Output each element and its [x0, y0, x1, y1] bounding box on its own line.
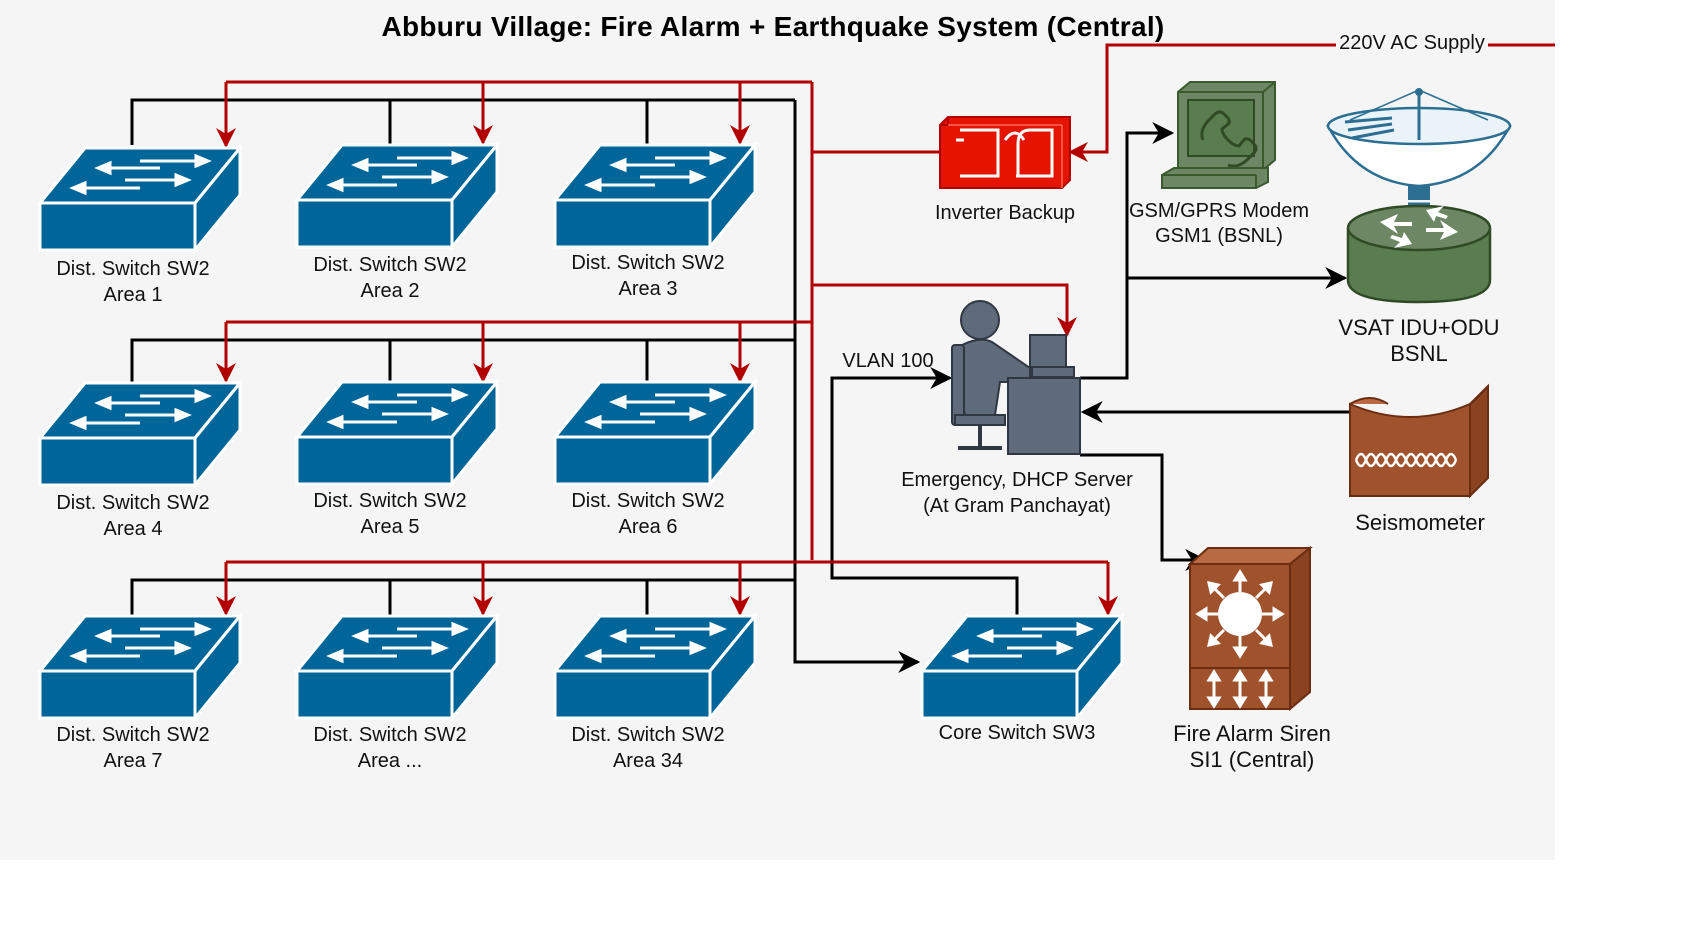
server-label-line2: (At Gram Panchayat) — [923, 495, 1111, 517]
inverter-backup: Inverter Backup — [935, 116, 1075, 224]
switch-area-3: Dist. Switch SW2 Area 3 — [553, 143, 757, 300]
switch-label-line2: Area 3 — [619, 278, 678, 300]
siren-label-line2: SI1 (Central) — [1190, 747, 1315, 772]
telephone-terminal-icon — [1161, 81, 1276, 189]
switch-label-line1: Dist. Switch SW2 — [571, 724, 724, 746]
ac-supply-label: 220V AC Supply — [1339, 32, 1485, 54]
switch-label-line2: Area 7 — [104, 750, 163, 772]
core-switch-label: Core Switch SW3 — [939, 722, 1096, 744]
diagram-title: Abburu Village: Fire Alarm + Earthquake … — [381, 11, 1164, 42]
gsm-modem: GSM/GPRS Modem GSM1 (BSNL) — [1129, 81, 1309, 247]
switch-area-34: Dist. Switch SW2 Area 34 — [553, 614, 757, 772]
satellite-dish-router-icon — [1326, 88, 1512, 304]
seismometer: Seismometer — [1349, 383, 1489, 535]
switch-label-line2: Area 5 — [361, 516, 420, 538]
switch-area-4: Dist. Switch SW2 Area 4 — [38, 381, 242, 540]
seismometer-icon — [1349, 383, 1489, 499]
switch-label-line1: Dist. Switch SW2 — [313, 254, 466, 276]
black-data-links — [130, 98, 1350, 673]
switch-label-line1: Dist. Switch SW2 — [56, 724, 209, 746]
switch-label-line1: Dist. Switch SW2 — [56, 492, 209, 514]
switch-label-line1: Dist. Switch SW2 — [571, 490, 724, 512]
red-power-links — [216, 43, 1555, 616]
switch-area-7: Dist. Switch SW2 Area 7 — [38, 614, 242, 772]
switch-area-1: Dist. Switch SW2 Area 1 — [38, 146, 242, 306]
switch-area-5: Dist. Switch SW2 Area 5 — [295, 380, 499, 538]
fire-alarm-siren: Fire Alarm Siren SI1 (Central) — [1173, 545, 1331, 772]
seismometer-label: Seismometer — [1355, 510, 1485, 535]
switch-label-line2: Area 4 — [104, 518, 163, 540]
switch-label-line2: Area 1 — [104, 284, 163, 306]
switch-area-more: Dist. Switch SW2 Area ... — [295, 614, 499, 772]
switch-label-line1: Dist. Switch SW2 — [313, 724, 466, 746]
switch-label-line2: Area ... — [358, 750, 422, 772]
emergency-dhcp-server: Emergency, DHCP Server (At Gram Panchaya… — [901, 300, 1133, 517]
vsat-label-line1: VSAT IDU+ODU — [1338, 315, 1499, 340]
switch-area-2: Dist. Switch SW2 Area 2 — [295, 143, 499, 302]
operator-workstation-icon — [951, 300, 1081, 455]
modem-label-line1: GSM/GPRS Modem — [1129, 200, 1309, 222]
switch-label-line2: Area 6 — [619, 516, 678, 538]
vsat-label-line2: BSNL — [1390, 341, 1447, 366]
switch-area-6: Dist. Switch SW2 Area 6 — [553, 380, 757, 538]
vsat-idu-odu: VSAT IDU+ODU BSNL — [1326, 88, 1512, 366]
core-switch: Core Switch SW3 — [920, 614, 1124, 744]
siren-label-line1: Fire Alarm Siren — [1173, 721, 1331, 746]
modem-label-line2: GSM1 (BSNL) — [1155, 225, 1283, 247]
siren-icon — [1187, 545, 1313, 712]
server-label-line1: Emergency, DHCP Server — [901, 469, 1133, 491]
switch-label-line1: Dist. Switch SW2 — [313, 490, 466, 512]
switch-label-line1: Dist. Switch SW2 — [56, 258, 209, 280]
switch-label-line2: Area 34 — [613, 750, 683, 772]
canvas-background — [0, 0, 1555, 860]
switch-label-line1: Dist. Switch SW2 — [571, 252, 724, 274]
inverter-icon — [939, 116, 1071, 189]
supply-label-bg — [1336, 30, 1488, 56]
vlan-label: VLAN 100 — [842, 350, 933, 372]
inverter-label: Inverter Backup — [935, 202, 1075, 224]
switch-label-line2: Area 2 — [361, 280, 420, 302]
